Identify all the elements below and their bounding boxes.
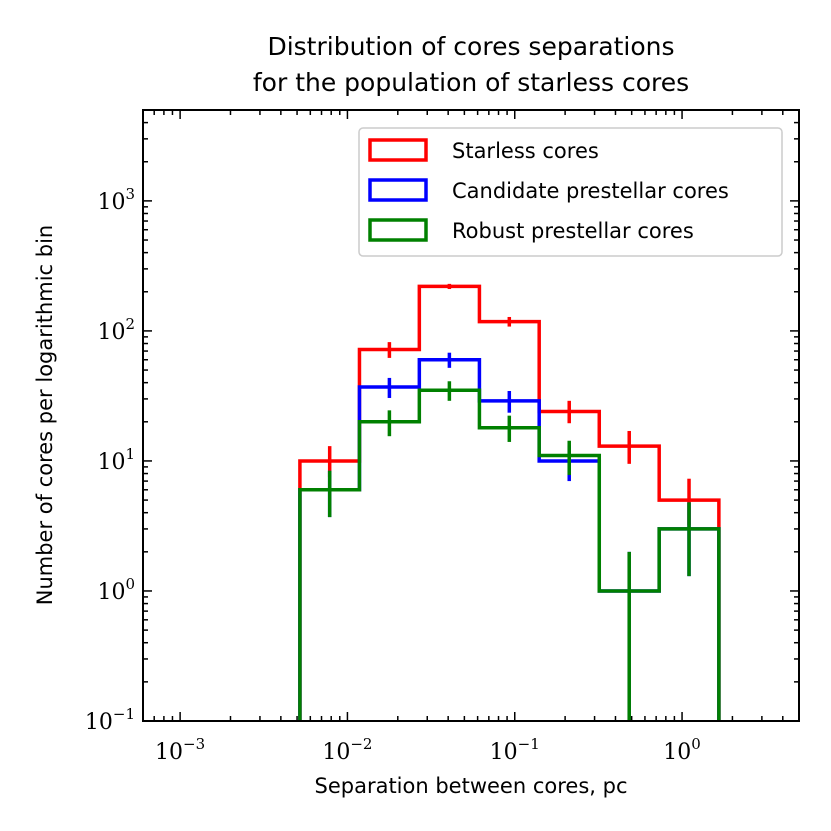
- legend-label-candidate: Candidate prestellar cores: [452, 179, 729, 203]
- x-tick-label-2: 10−1: [490, 735, 540, 765]
- plot-frame: [142, 109, 800, 722]
- y-tick-label-2: 101: [97, 445, 135, 475]
- y-tick-label-3: 102: [97, 315, 135, 345]
- x-axis-label: Separation between cores, pc: [315, 774, 628, 798]
- chart-title-line-2: for the population of starless cores: [253, 68, 689, 97]
- legend-swatch-candidate: [368, 178, 428, 202]
- y-axis-label: Number of cores per logarithmic bin: [33, 225, 57, 606]
- series-layer: [298, 283, 721, 721]
- legend-swatch-robust: [368, 218, 428, 242]
- series-1-histogram: [298, 358, 721, 721]
- series-0-histogram: [298, 284, 721, 721]
- x-tick-label-3: 100: [663, 735, 701, 765]
- legend: Starless cores Candidate prestellar core…: [358, 127, 783, 257]
- legend-label-robust: Robust prestellar cores: [452, 219, 694, 243]
- legend-label-starless: Starless cores: [452, 139, 599, 163]
- legend-box: [358, 127, 783, 257]
- x-tick-label-0: 10−3: [155, 735, 205, 765]
- legend-swatch-starless: [368, 138, 428, 162]
- y-tick-label-1: 100: [97, 575, 135, 605]
- chart-title-line-1: Distribution of cores separations: [267, 32, 674, 61]
- y-tick-label-4: 103: [97, 185, 135, 215]
- x-tick-label-1: 10−2: [322, 735, 372, 765]
- y-tick-label-0: 10−1: [85, 705, 135, 735]
